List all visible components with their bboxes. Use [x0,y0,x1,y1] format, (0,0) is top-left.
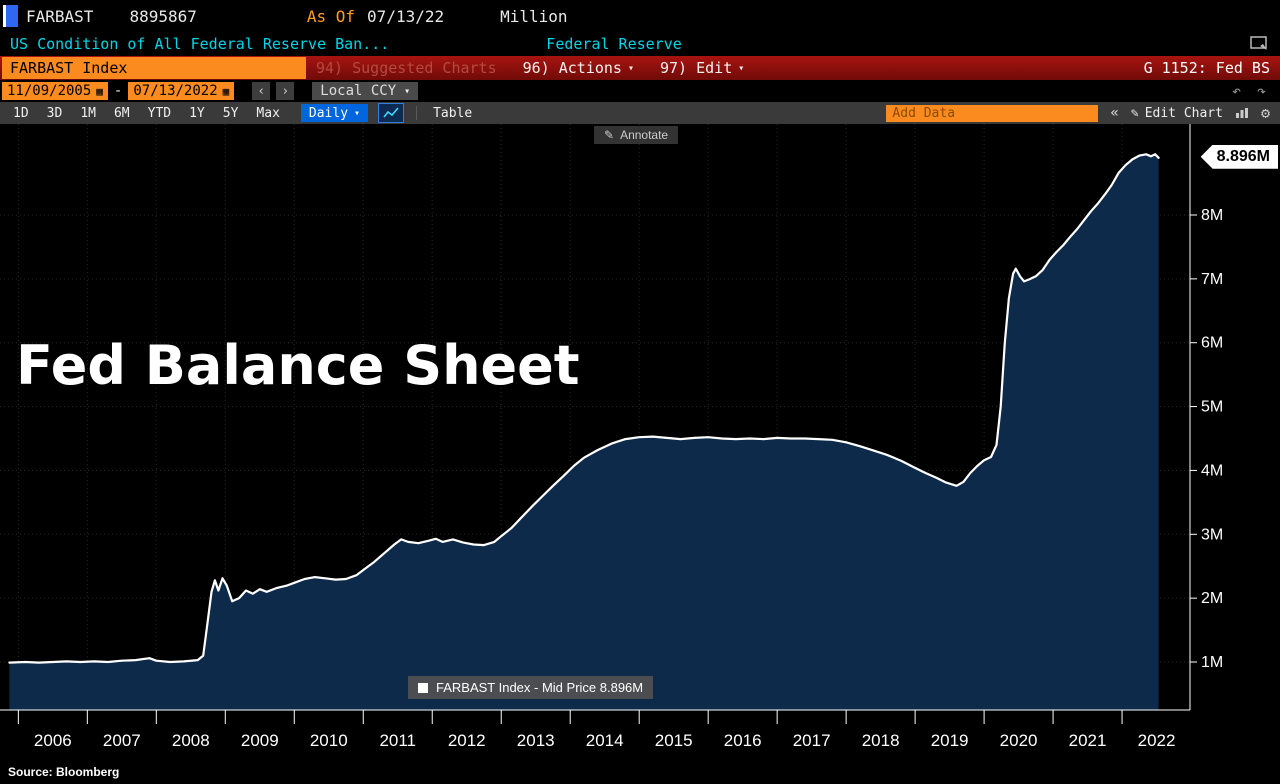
currency-dropdown[interactable]: Local CCY ▾ [312,82,419,100]
period-tab-1y[interactable]: 1Y [189,105,205,121]
chart-legend[interactable]: FARBAST Index - Mid Price 8.896M [408,676,654,699]
line-chart-type-button[interactable] [378,103,405,123]
date-from-field[interactable]: 11/09/2005 ▦ [2,82,108,100]
table-button[interactable]: Table [433,105,473,121]
redo-icon[interactable]: ↷ [1256,82,1266,100]
chevron-down-icon: ▾ [354,107,361,119]
history-icons: ↶ ↷ [1232,82,1266,100]
gear-icon[interactable]: ⚙ [1260,104,1270,122]
date-range-separator: - [113,83,123,99]
chart-toolbar: 1D 3D 1M 6M YTD 1Y 5Y Max Daily ▾ Table … [0,102,1280,124]
y-tick-label: 7M [1201,271,1223,288]
edit-menu[interactable]: 97) Edit ▾ [660,59,744,77]
next-range-button[interactable]: › [276,82,295,100]
chevron-down-icon: ▾ [627,62,634,74]
price-line [8,153,1160,664]
x-tick-label: 2011 [379,731,416,750]
menu-bar: FARBAST Index 94) Suggested Charts 96) A… [0,56,1280,80]
ticker-symbol: FARBAST [26,6,94,26]
suggested-charts-menu[interactable]: 94) Suggested Charts [316,59,497,77]
security-input-field[interactable]: FARBAST Index [2,57,306,79]
popout-icon[interactable] [1250,36,1270,52]
annotate-label: Annotate [620,128,669,142]
frequency-label: Daily [308,105,349,121]
edit-chart-label: Edit Chart [1144,105,1223,121]
y-tick-label: 1M [1201,654,1223,671]
frequency-dropdown[interactable]: Daily ▾ [300,104,369,122]
as-of-label: As Of [306,6,356,26]
y-tick-label: 4M [1201,462,1223,479]
period-tab-6m[interactable]: 6M [113,105,130,121]
ticker-value: 8895867 [129,6,197,26]
x-tick-label: 2015 [655,731,693,750]
chart-settings-icon[interactable] [1235,107,1249,119]
chart-plot[interactable]: 1M 2M 3M 4M 5M 6M 7M 8M 2006 2007 2008 2009 2010 2011… [0,124,1280,762]
period-tab-ytd[interactable]: YTD [147,105,172,121]
unit-label: Million [500,6,568,26]
x-tick-label: 2020 [1000,731,1038,750]
y-tick-label: 5M [1201,399,1223,416]
x-tick-label: 2007 [103,731,141,750]
x-tick-label: 2010 [310,731,348,750]
collapse-panel-icon[interactable]: « [1110,105,1119,121]
line-chart-icon [383,107,399,118]
as-of-date: 07/13/22 [367,6,445,26]
chevron-down-icon: ▾ [404,85,411,97]
security-header: FARBAST 8895867 As Of 07/13/22 Million [0,0,1280,32]
legend-swatch [418,682,428,693]
currency-label: Local CCY [320,83,397,99]
edit-chart-button[interactable]: ✎ Edit Chart [1131,106,1223,121]
area-fill [9,154,1159,711]
toolbar-divider [416,106,418,120]
y-tick-label: 8M [1201,207,1223,224]
data-provider: Federal Reserve [546,35,682,53]
add-data-input[interactable] [886,104,1099,122]
source-attribution: Source: Bloomberg [8,765,120,779]
x-tick-label: 2012 [448,731,486,750]
x-tick-label: 2008 [172,731,210,750]
actions-menu[interactable]: 96) Actions ▾ [523,59,634,77]
last-value-bubble: 8.896M [1200,144,1278,169]
period-tab-5y[interactable]: 5Y [222,105,239,121]
y-tick-label: 6M [1201,335,1223,352]
legend-label: FARBAST Index - Mid Price 8.896M [436,680,644,695]
date-from-value: 11/09/2005 [7,83,92,99]
chart-title: Fed Balance Sheet [16,334,580,397]
x-tick-label: 2009 [241,731,279,750]
x-tick-label: 2021 [1069,731,1107,750]
annotate-pencil-icon: ✎ [604,128,615,142]
x-tick-label: 2006 [34,731,72,750]
period-tab-1m[interactable]: 1M [80,105,96,121]
y-tick-label: 3M [1201,526,1223,543]
x-tick-label: 2018 [862,731,900,750]
period-tab-1d[interactable]: 1D [13,105,29,121]
annotate-button[interactable]: ✎ Annotate [594,126,679,144]
undo-icon[interactable]: ↶ [1231,82,1241,100]
pencil-icon: ✎ [1130,105,1139,121]
edit-menu-label: 97) Edit [660,59,733,77]
security-description: US Condition of All Federal Reserve Ban.… [10,35,390,53]
x-tick-label: 2013 [517,731,555,750]
prev-range-button[interactable]: ‹ [252,82,271,100]
x-tick-label: 2016 [724,731,762,750]
y-tick-label: 2M [1201,590,1223,607]
calendar-icon: ▦ [222,84,230,98]
x-tick-label: 2014 [586,731,624,750]
security-description-row: US Condition of All Federal Reserve Ban.… [0,32,1280,56]
period-tab-max[interactable]: Max [256,105,280,121]
actions-menu-label: 96) Actions [522,59,622,77]
x-tick-label: 2022 [1138,731,1176,750]
chart-id-label: G 1152: Fed BS [1143,59,1270,77]
chevron-down-icon: ▾ [738,62,745,74]
x-tick-label: 2017 [793,731,831,750]
date-to-field[interactable]: 07/13/2022 ▦ [128,82,235,100]
period-tab-3d[interactable]: 3D [46,105,63,121]
window-icon [3,5,18,27]
calendar-icon: ▦ [96,84,103,98]
x-tick-label: 2019 [931,731,969,750]
date-controls-row: 11/09/2005 ▦ - 07/13/2022 ▦ ‹ › Local CC… [0,80,1280,102]
date-to-value: 07/13/2022 [133,83,218,99]
